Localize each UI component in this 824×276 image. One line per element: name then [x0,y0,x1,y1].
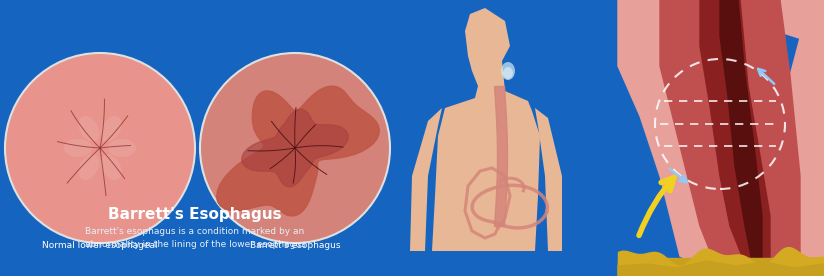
Ellipse shape [108,139,136,157]
Polygon shape [660,0,800,276]
Ellipse shape [78,116,100,142]
Text: Normal lower esophageal: Normal lower esophageal [42,242,158,251]
Polygon shape [410,108,442,251]
Polygon shape [785,0,824,276]
Polygon shape [432,8,540,251]
Ellipse shape [78,154,100,180]
Polygon shape [618,258,824,276]
Ellipse shape [5,53,195,243]
Text: Barrett's esophagus: Barrett's esophagus [250,242,340,251]
Text: Barrett's Esophagus: Barrett's Esophagus [108,206,282,222]
Polygon shape [618,261,824,276]
Ellipse shape [101,116,121,142]
Ellipse shape [501,62,515,80]
Text: Barrett's esophagus is a condition marked by an
abnormality in the lining of the: Barrett's esophagus is a condition marke… [85,227,306,249]
Polygon shape [618,0,824,276]
Polygon shape [217,86,379,216]
Polygon shape [720,0,762,276]
Ellipse shape [200,53,390,243]
Polygon shape [535,108,562,251]
Ellipse shape [64,139,92,157]
Polygon shape [700,0,770,276]
Polygon shape [241,109,349,187]
Polygon shape [620,0,824,46]
Ellipse shape [503,67,513,79]
Ellipse shape [101,154,121,180]
